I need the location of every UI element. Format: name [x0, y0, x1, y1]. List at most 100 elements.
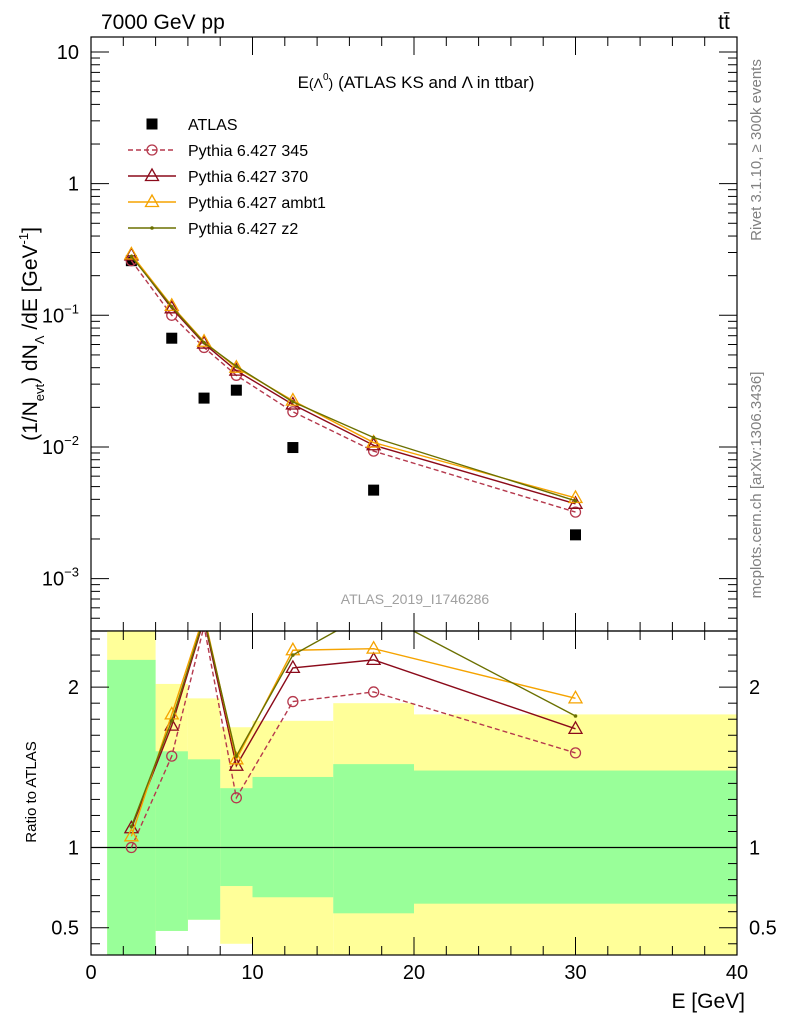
- ratio-series-3-point-3: [234, 754, 239, 758]
- x-tick-label-3: 30: [564, 962, 586, 984]
- title-sup: 0: [323, 72, 329, 83]
- y-tick-label-4: 10: [57, 42, 79, 64]
- ratio-series-0-point-0: [125, 841, 138, 854]
- legend-marker-0: [146, 118, 158, 130]
- ratio-series-0-point-1: [166, 750, 178, 762]
- ratio-series-1-point-2: [198, 613, 211, 625]
- energy-label: 7000 GeV pp: [101, 11, 225, 34]
- ratio-plot-ticks: 0.5 0.51 12 20 10 20 30 40: [51, 631, 777, 984]
- ratio-series-0-point-4: [287, 695, 299, 708]
- ratio-series-1-point-5: [366, 651, 382, 666]
- uncertainty-band-inner-5: [333, 764, 414, 914]
- ylabel-sub2: Λ: [32, 335, 47, 344]
- series-3-line: [130, 253, 576, 499]
- series-0-point-5: [368, 484, 380, 496]
- ratio-series-1-line: [130, 631, 576, 829]
- series-3-point-2: [196, 333, 212, 347]
- ratio-y-axis-label: Ratio to ATLAS: [23, 741, 40, 842]
- series-2-point-1: [164, 299, 180, 314]
- series-4-point-4: [291, 400, 295, 404]
- series-4-point-5: [371, 435, 376, 440]
- mcplots-label: mcplots.cern.ch [arXiv:1306.3436]: [748, 372, 765, 599]
- uncertainty-band-inner-2: [187, 759, 221, 920]
- ratio-y-tick-label-right-1: 1: [749, 838, 760, 860]
- series-0-point-2: [198, 392, 210, 404]
- plot-title: E(Λ0) (ATLAS KS and Λ in ttbar): [298, 72, 535, 92]
- ratio-series-3-point-1: [169, 719, 174, 723]
- y-tick-label-2: 10−1: [42, 301, 79, 327]
- series-1-point-4: [287, 406, 299, 418]
- legend-marker-1: [146, 144, 158, 156]
- ratio-series-3-point-0: [129, 824, 134, 829]
- series-3-point-3: [228, 359, 244, 373]
- legend-label-3: Pythia 6.427 ambt1: [188, 195, 326, 212]
- series-4-point-6: [573, 498, 578, 503]
- series-2-line: [130, 254, 576, 505]
- series-4-point-2: [202, 340, 206, 345]
- y-tick-label-3: 1: [68, 174, 79, 196]
- ratio-plot-data: [91, 608, 737, 955]
- ratio-y-tick-label-right-2: 2: [749, 677, 760, 699]
- ratio-series-3-point-2: [202, 616, 206, 620]
- ratio-series-2-point-5: [366, 640, 382, 654]
- ratio-y-tick-label-right-0: 0.5: [749, 918, 777, 940]
- ratio-series-3-point-4: [291, 653, 295, 657]
- ylabel-sub1: evt: [32, 384, 47, 402]
- ratio-series-0-point-2: [201, 631, 208, 632]
- uncertainty-band-inner-1: [155, 751, 188, 931]
- legend-label-4: Pythia 6.427 z2: [188, 221, 298, 238]
- x-tick-label-1: 10: [241, 962, 263, 984]
- ylabel-sup: -1: [16, 233, 31, 245]
- analysis-id: ATLAS_2019_I1746286: [341, 591, 490, 607]
- ratio-series-3-point-5: [372, 608, 376, 612]
- uncertainty-band-inner-4: [252, 776, 334, 898]
- ratio-series-2-line: [130, 631, 576, 837]
- series-0-point-1: [166, 332, 178, 344]
- ratio-series-1-point-4: [285, 659, 301, 674]
- ylabel-c: /dE [GeV: [19, 244, 42, 335]
- legend-label-0: ATLAS: [188, 117, 238, 134]
- ratio-y-tick-label-left-2: 2: [68, 677, 79, 699]
- series-1-line: [130, 260, 576, 513]
- ratio-series-1-point-3: [228, 757, 244, 771]
- series-0-point-6: [570, 529, 581, 541]
- series-4-point-0: [129, 254, 134, 259]
- title-rest: (ATLAS KS and Λ in ttbar): [338, 73, 534, 92]
- ratio-series-0-point-3: [230, 792, 243, 804]
- main-plot-ticks: 10−3 10−2 10−1 1 10: [42, 37, 738, 632]
- ratio-series-2-point-2: [198, 608, 211, 620]
- ratio-series-0-point-5: [367, 686, 380, 698]
- uncertainty-band-inner-3: [220, 788, 253, 887]
- ratio-series-0-line: [130, 631, 576, 848]
- title-main: E: [298, 73, 309, 92]
- legend-label-1: Pythia 6.427 345: [188, 143, 308, 160]
- ratio-series-2-point-3: [228, 750, 244, 765]
- main-plot-panel: 10−3 10−2 10−1 1 10 E(Λ0) (ATLAS KS and Λ in …: [16, 36, 738, 632]
- ratio-y-tick-label-left-1: 1: [68, 838, 79, 860]
- legend-label-2: Pythia 6.427 370: [188, 169, 308, 186]
- series-4-line: [130, 255, 576, 502]
- legend: ATLAS Pythia 6.427 345 Pythia 6.427 370 Pyt…: [128, 117, 326, 238]
- x-tick-label-0: 0: [85, 962, 96, 984]
- x-axis-label: E [GeV]: [671, 990, 745, 1013]
- title-paren-close: ): [329, 75, 334, 91]
- x-tick-label-2: 20: [403, 962, 425, 984]
- series-0-point-3: [230, 384, 242, 396]
- series-1-point-6: [569, 506, 582, 518]
- title-paren-open: (Λ: [309, 75, 324, 91]
- ratio-series-1-point-6: [567, 720, 584, 734]
- ratio-series-2-point-6: [567, 690, 584, 704]
- ratio-plot-panel: 0.5 0.51 12 20 10 20 30 40 Ratio to ATLAS E [Ge…: [23, 608, 777, 1013]
- y-axis-label: (1/Nevt) dNΛ /dE [GeV-1]: [16, 227, 47, 441]
- series-4-point-3: [234, 364, 239, 369]
- series-1-point-5: [367, 445, 380, 457]
- rivet-label: Rivet 3.1.10, ≥ 300k events: [748, 59, 765, 241]
- main-plot-data: [123, 246, 584, 541]
- ratio-series-2-point-0: [123, 827, 139, 842]
- legend-marker-4: [150, 226, 154, 230]
- process-label: tt̄: [718, 11, 730, 34]
- y-tick-label-1: 10−2: [42, 433, 79, 459]
- uncertainty-band-inner-0: [107, 659, 156, 955]
- ylabel-a: (1/N: [19, 401, 42, 441]
